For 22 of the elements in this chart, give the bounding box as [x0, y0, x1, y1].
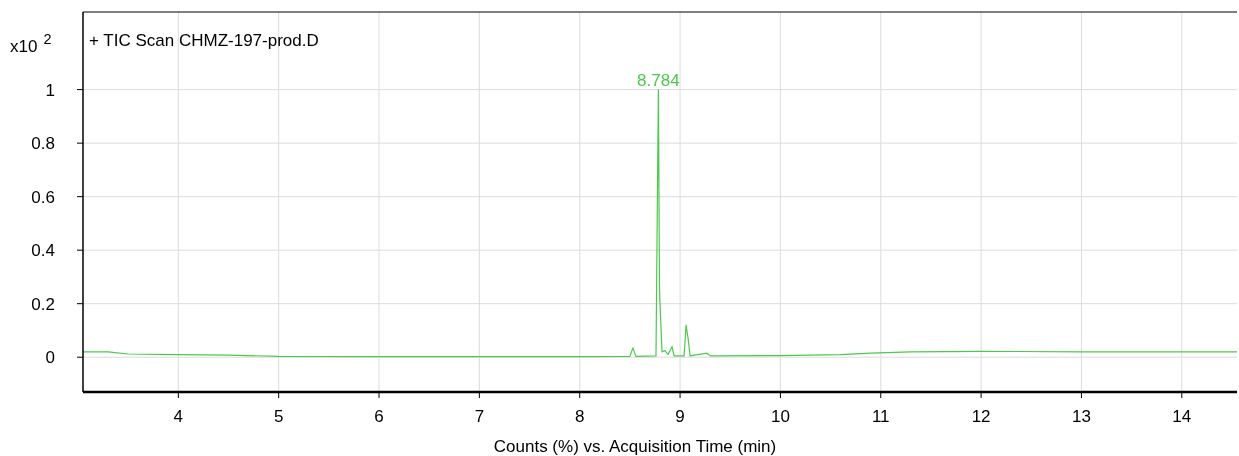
y-tick-label: 0.4 — [31, 241, 55, 261]
annotation: 8.784 — [637, 70, 680, 90]
x-tick-label: 12 — [971, 407, 991, 426]
x-tick-label: 9 — [675, 407, 685, 426]
line-series — [83, 89, 1237, 358]
x-tick-label: 4 — [173, 407, 184, 426]
x-tick-label: 7 — [474, 407, 485, 426]
x-tick-label: 10 — [770, 407, 790, 426]
x-tick-label: 14 — [1172, 407, 1192, 426]
x-tick-label: 11 — [871, 407, 890, 426]
x-tick-label: 8 — [574, 407, 585, 426]
y-axis-title: x10$^{2}$ — [10, 31, 52, 56]
y-tick-label: 0 — [45, 348, 55, 368]
y-tick-label: 1 — [45, 80, 55, 100]
x-tick-label: 6 — [374, 407, 384, 426]
y-tick-label: 0.6 — [31, 187, 55, 207]
x-axis-title: Counts (%) vs. Acquisition Time (min) — [493, 437, 777, 456]
x-tick-label: 5 — [273, 407, 284, 426]
y-tick-label: 0.2 — [31, 294, 55, 314]
y-tick-label: 0.8 — [31, 134, 55, 154]
x-tick-label: 13 — [1072, 407, 1091, 426]
text: + TIC Scan CHMZ-197-prod.D — [89, 31, 319, 50]
